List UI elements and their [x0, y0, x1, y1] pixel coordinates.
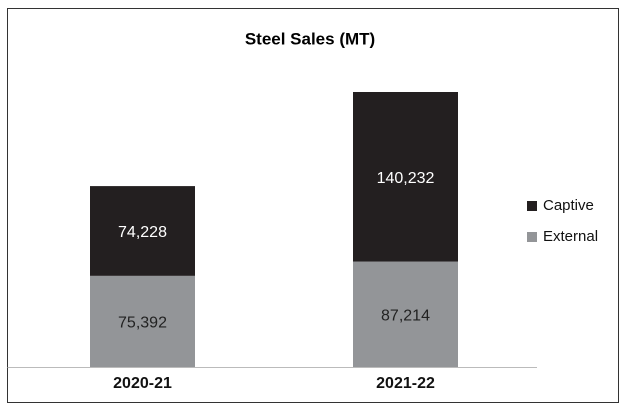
bar-segment: [90, 275, 195, 367]
bar-segment: [353, 261, 458, 367]
legend-label: External: [543, 228, 598, 245]
data-label: 140,232: [377, 170, 435, 187]
legend-swatch: [527, 201, 537, 211]
data-label: 74,228: [118, 224, 167, 241]
x-tick-label: 2020-21: [113, 375, 172, 392]
legend-swatch: [527, 232, 537, 242]
legend-label: Captive: [543, 197, 594, 214]
chart-title: Steel Sales (MT): [245, 29, 375, 48]
bar-segment: [90, 186, 195, 276]
data-label: 75,392: [118, 315, 167, 332]
data-label: 87,214: [381, 307, 430, 324]
x-tick-label: 2021-22: [376, 375, 435, 392]
bar-segment: [353, 92, 458, 262]
